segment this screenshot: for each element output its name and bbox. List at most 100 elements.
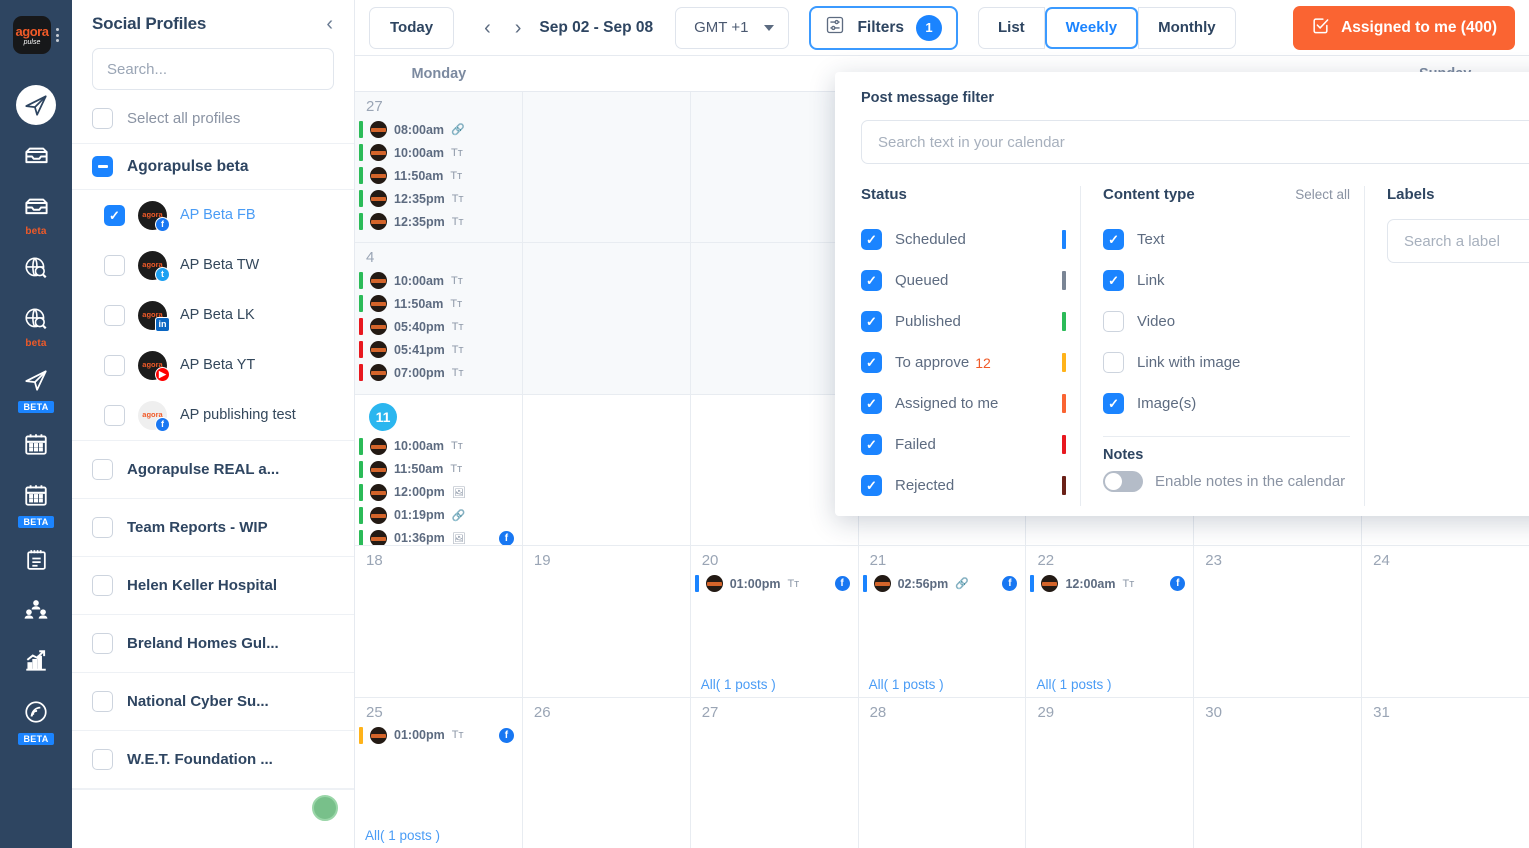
notes-toggle-row[interactable]: Enable notes in the calendar	[1103, 471, 1350, 492]
calendar-event[interactable]: 01:00pm Tᴛ f	[691, 572, 858, 595]
kebab-menu-icon[interactable]	[56, 28, 59, 42]
status-checkbox[interactable]	[861, 311, 882, 332]
calendar-day-cell[interactable]	[523, 394, 691, 546]
calendar-day-cell[interactable]	[690, 243, 859, 394]
calendar-day-cell[interactable]: 4 10:00am Tᴛ 11:50am Tᴛ 05:40pm Tᴛ 05:41pm Tᴛ 07:…	[355, 243, 523, 394]
timezone-select[interactable]: GMT +1	[675, 6, 790, 49]
status-filter-row[interactable]: Queued	[861, 260, 1067, 301]
filters-button[interactable]: Filters 1	[809, 5, 958, 50]
chevron-left-icon[interactable]: ‹	[326, 13, 333, 35]
nav-calendar-beta[interactable]: BETA	[0, 466, 72, 530]
calendar-event[interactable]: 01:19pm 🔗	[355, 504, 522, 527]
status-checkbox[interactable]	[861, 434, 882, 455]
status-checkbox[interactable]	[861, 229, 882, 250]
calendar-event[interactable]: 10:00am Tᴛ	[355, 435, 522, 458]
avatar[interactable]	[312, 794, 338, 821]
account-checkbox[interactable]	[92, 749, 113, 770]
status-checkbox[interactable]	[861, 393, 882, 414]
agorapulse-logo[interactable]: agora pulse	[13, 16, 51, 54]
nav-inbox[interactable]	[0, 127, 72, 178]
account-item-0[interactable]: Agorapulse REAL a...	[72, 440, 354, 499]
calendar-day-cell[interactable]: 19	[523, 546, 691, 697]
status-checkbox[interactable]	[861, 475, 882, 496]
status-checkbox[interactable]	[861, 270, 882, 291]
group-checkbox[interactable]	[92, 156, 113, 177]
status-checkbox[interactable]	[861, 352, 882, 373]
content-type-filter-row[interactable]: Link	[1103, 260, 1350, 301]
all-posts-link[interactable]: All( 1 posts )	[700, 676, 776, 692]
nav-team[interactable]	[0, 581, 72, 632]
calendar-day-cell[interactable]	[522, 243, 691, 394]
profile-item-ap-publishing-test[interactable]: agora f AP publishing test	[72, 390, 354, 440]
all-posts-link[interactable]: All( 1 posts )	[868, 676, 944, 692]
calendar-day-cell[interactable]	[690, 92, 859, 243]
account-item-4[interactable]: National Cyber Su...	[72, 673, 354, 731]
profile-group-agorapulse-beta[interactable]: Agorapulse beta	[72, 143, 354, 190]
profile-checkbox[interactable]	[104, 404, 125, 426]
calendar-event[interactable]: 12:35pm Tᴛ	[355, 210, 522, 233]
calendar-day-cell[interactable]: 18	[355, 546, 523, 697]
account-item-5[interactable]: W.E.T. Foundation ...	[72, 731, 354, 789]
content-type-checkbox[interactable]	[1103, 352, 1125, 373]
nav-monitoring-beta[interactable]: BETA	[0, 683, 72, 747]
calendar-event[interactable]: 07:00pm Tᴛ	[355, 361, 522, 384]
tab-list[interactable]: List	[977, 6, 1045, 49]
enable-notes-toggle[interactable]	[1103, 471, 1144, 492]
calendar-event[interactable]: 11:50am Tᴛ	[355, 458, 522, 481]
calendar-day-cell[interactable]: 31	[1362, 698, 1529, 848]
calendar-day-cell[interactable]: 27 08:00am 🔗 10:00am Tᴛ 11:50am Tᴛ 12:35pm Tᴛ 12:…	[355, 92, 523, 243]
chevron-right-icon[interactable]: ›	[514, 16, 522, 39]
calendar-day-cell[interactable]: 24	[1362, 546, 1529, 696]
nav-reports[interactable]	[0, 530, 72, 581]
account-checkbox[interactable]	[92, 575, 113, 596]
calendar-event[interactable]: 10:00am Tᴛ	[355, 269, 522, 292]
day-count-badge[interactable]: 11	[369, 402, 397, 431]
status-filter-row[interactable]: Scheduled	[861, 219, 1067, 260]
profile-checkbox[interactable]	[104, 254, 125, 276]
calendar-day-cell[interactable]: 11 10:00am Tᴛ 11:50am Tᴛ 12:00pm 🖼 01:19pm 🔗 01:3…	[355, 394, 523, 546]
nav-calendar[interactable]	[0, 415, 72, 466]
status-filter-row[interactable]: Published	[861, 301, 1067, 342]
status-filter-row[interactable]: Rejected	[861, 465, 1067, 506]
profile-checkbox[interactable]	[104, 354, 125, 376]
account-item-3[interactable]: Breland Homes Gul...	[72, 615, 354, 673]
content-type-filter-row[interactable]: Image(s)	[1103, 383, 1350, 424]
calendar-day-cell[interactable]	[691, 394, 859, 546]
calendar-day-cell[interactable]: 21 02:56pm 🔗 f All( 1 posts )	[859, 546, 1027, 697]
content-type-checkbox[interactable]	[1103, 229, 1125, 250]
calendar-day-cell[interactable]: 23	[1194, 546, 1363, 697]
tab-weekly[interactable]: Weekly	[1044, 6, 1139, 49]
account-checkbox[interactable]	[92, 459, 113, 480]
calendar-event[interactable]: 10:00am Tᴛ	[355, 141, 522, 164]
calendar-day-cell[interactable]: 25 01:00pm Tᴛ f All( 1 posts )	[355, 697, 523, 848]
calendar-event[interactable]: 08:00am 🔗	[355, 118, 522, 141]
account-item-2[interactable]: Helen Keller Hospital	[72, 557, 354, 615]
calendar-event[interactable]: 11:50am Tᴛ	[355, 292, 522, 315]
status-filter-row[interactable]: Assigned to me	[861, 383, 1067, 424]
nav-listening[interactable]	[0, 239, 72, 290]
calendar-day-cell[interactable]: 22 12:00am Tᴛ f All( 1 posts )	[1026, 546, 1195, 697]
select-all-link[interactable]: Select all	[1295, 187, 1350, 202]
profile-item-ap-beta-yt[interactable]: agora ▶ AP Beta YT	[72, 340, 354, 390]
calendar-day-cell[interactable]: 27	[691, 697, 859, 848]
select-all-checkbox[interactable]	[92, 108, 113, 129]
content-type-filter-row[interactable]: Text	[1103, 219, 1350, 260]
account-checkbox[interactable]	[92, 517, 113, 538]
nav-analytics[interactable]	[0, 632, 72, 683]
calendar-event[interactable]: 12:35pm Tᴛ	[355, 187, 522, 210]
calendar-event[interactable]: 12:00pm 🖼	[355, 481, 522, 504]
all-posts-link[interactable]: All( 1 posts )	[1036, 676, 1112, 692]
status-filter-row[interactable]: To approve 12	[861, 342, 1067, 383]
tab-monthly[interactable]: Monthly	[1138, 6, 1236, 49]
content-type-filter-row[interactable]: Link with image	[1103, 342, 1350, 383]
all-posts-link[interactable]: All( 1 posts )	[365, 828, 441, 844]
status-filter-row[interactable]: Failed	[861, 424, 1067, 465]
nav-inbox-beta[interactable]: beta	[0, 178, 72, 239]
calendar-event[interactable]: 02:56pm 🔗 f	[859, 572, 1026, 595]
content-type-checkbox[interactable]	[1103, 311, 1125, 332]
content-type-checkbox[interactable]	[1103, 270, 1125, 291]
calendar-event[interactable]: 01:00pm Tᴛ f	[355, 724, 522, 747]
today-button[interactable]: Today	[369, 6, 455, 49]
calendar-day-cell[interactable]: 30	[1194, 697, 1363, 848]
calendar-event[interactable]: 12:00am Tᴛ f	[1026, 572, 1193, 595]
